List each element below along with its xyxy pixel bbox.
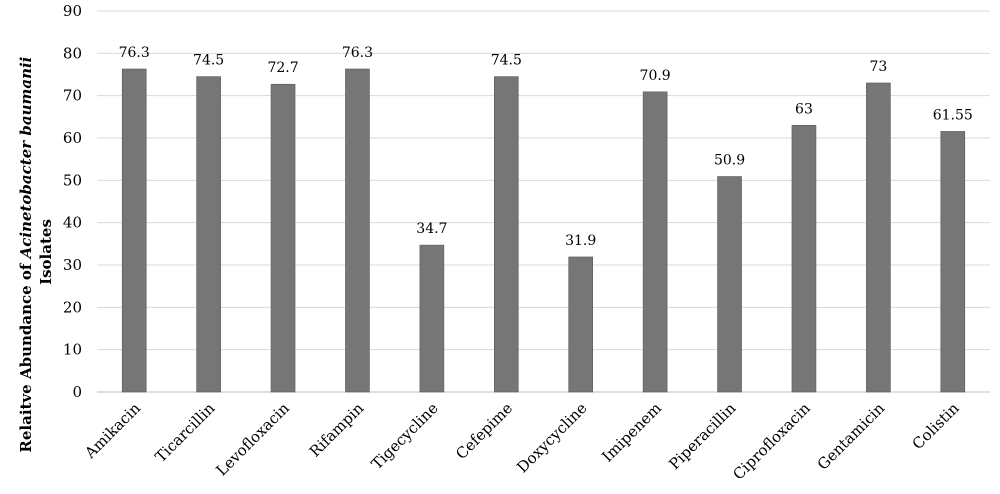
data-label: 34.7 — [416, 221, 447, 237]
x-tick-label: Colistin — [909, 399, 963, 453]
data-label: 70.9 — [640, 68, 671, 84]
bar — [642, 91, 668, 393]
bar — [791, 125, 817, 393]
bar — [866, 82, 891, 393]
x-tick-label: Doxycycline — [513, 399, 590, 476]
data-label: 76.3 — [342, 45, 373, 61]
x-tick-label: Rifampin — [306, 399, 368, 461]
y-tick-label: 10 — [63, 341, 82, 359]
data-labels: 76.3 74.5 72.7 76.3 34.7 74.5 31.9 70.9 50.9 63 73… — [119, 45, 973, 249]
y-axis-label: Relaitve Abundance of Acinetobacter baum… — [17, 51, 55, 452]
bar — [419, 244, 445, 393]
x-tick-label: Piperacillin — [665, 399, 739, 473]
data-label: 76.3 — [119, 45, 150, 61]
bar — [493, 76, 519, 393]
y-tick-label: 70 — [63, 87, 82, 105]
bar — [270, 83, 296, 393]
data-label: 50.9 — [714, 153, 745, 169]
y-tick-label: 40 — [63, 214, 82, 232]
bar — [940, 131, 966, 393]
x-tick-label: Ciprofloxacin — [729, 399, 814, 484]
x-tick-label: Gentamicin — [814, 399, 889, 474]
data-label: 72.7 — [267, 60, 298, 76]
data-label: 63 — [795, 101, 813, 117]
bar — [568, 256, 594, 393]
x-tick-label: Ticarcillin — [152, 399, 219, 466]
y-axis-label-suffix: Isolates — [37, 219, 55, 285]
bar — [121, 68, 147, 393]
y-tick-label: 90 — [63, 2, 82, 20]
gridlines — [97, 10, 990, 393]
y-axis-label-prefix: Relaitve Abundance of — [17, 258, 35, 452]
y-tick-label: 30 — [63, 256, 82, 274]
x-tick-label: Cefepime — [452, 399, 516, 463]
data-label: 61.55 — [933, 107, 973, 123]
x-tick-label: Imipenem — [598, 399, 665, 466]
data-label: 74.5 — [491, 53, 522, 69]
y-tick-label: 0 — [72, 383, 82, 401]
y-tick-label: 60 — [63, 129, 82, 147]
x-tick-label: Levofloxacin — [213, 399, 294, 480]
y-tick-label: 20 — [63, 298, 82, 316]
bar — [717, 176, 742, 393]
bars — [121, 68, 966, 393]
data-label: 74.5 — [193, 53, 224, 69]
data-label: 31.9 — [565, 233, 596, 249]
x-tick-label: Amikacin — [81, 399, 145, 463]
bar — [345, 68, 370, 393]
y-axis-ticks: 0 10 20 30 40 50 60 70 80 90 — [63, 2, 82, 401]
y-tick-label: 50 — [63, 171, 82, 189]
y-axis-label-italic: Acinetobacter baumanii — [17, 56, 35, 260]
bar — [196, 76, 221, 393]
y-tick-label: 80 — [63, 44, 82, 62]
x-tick-label: Tigecycline — [368, 399, 442, 473]
data-label: 73 — [869, 59, 887, 75]
